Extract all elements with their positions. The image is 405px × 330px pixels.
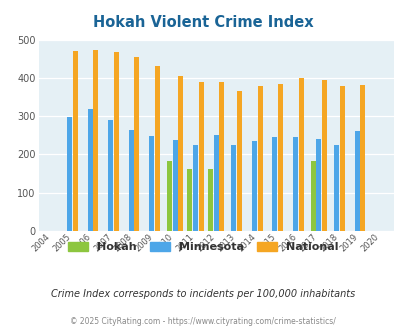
Bar [155, 66, 160, 231]
Legend: Hokah, Minnesota, National: Hokah, Minnesota, National [63, 238, 342, 257]
Bar [237, 91, 241, 231]
Bar [213, 135, 218, 231]
Bar [187, 169, 192, 231]
Bar [257, 86, 262, 231]
Bar [359, 85, 364, 231]
Bar [93, 50, 98, 231]
Text: Crime Index corresponds to incidents per 100,000 inhabitants: Crime Index corresponds to incidents per… [51, 289, 354, 299]
Bar [339, 86, 344, 231]
Bar [272, 137, 277, 231]
Bar [198, 82, 203, 231]
Bar [67, 117, 72, 231]
Bar [219, 82, 224, 231]
Bar [207, 169, 213, 231]
Bar [108, 120, 113, 231]
Bar [193, 145, 198, 231]
Bar [113, 52, 119, 231]
Text: © 2025 CityRating.com - https://www.cityrating.com/crime-statistics/: © 2025 CityRating.com - https://www.city… [70, 317, 335, 326]
Bar [298, 78, 303, 231]
Bar [178, 76, 183, 231]
Bar [172, 140, 177, 231]
Bar [231, 145, 236, 231]
Bar [310, 161, 315, 231]
Bar [292, 137, 297, 231]
Bar [149, 136, 154, 231]
Bar [134, 57, 139, 231]
Bar [321, 80, 326, 231]
Bar [277, 84, 283, 231]
Text: Hokah Violent Crime Index: Hokah Violent Crime Index [92, 15, 313, 30]
Bar [315, 139, 321, 231]
Bar [354, 131, 359, 231]
Bar [166, 161, 171, 231]
Bar [333, 145, 338, 231]
Bar [87, 109, 92, 231]
Bar [251, 142, 256, 231]
Bar [72, 51, 78, 231]
Bar [128, 130, 133, 231]
